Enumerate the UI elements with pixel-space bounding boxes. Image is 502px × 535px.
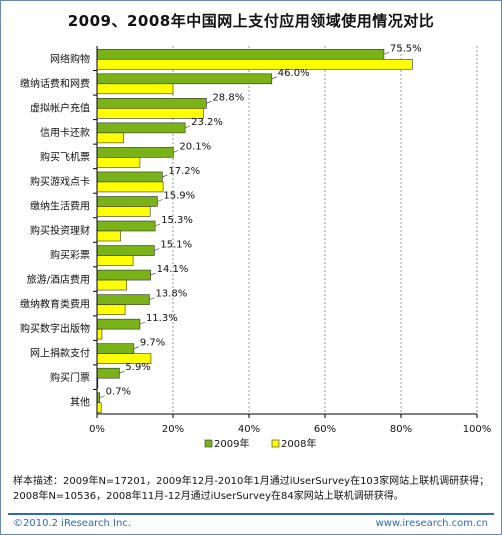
bar-2008 (96, 132, 124, 144)
data-label-leader (157, 199, 163, 202)
bar-2009 (96, 171, 163, 183)
chart-title: 2009、2008年中国网上支付应用领域使用情况对比 (67, 12, 435, 30)
data-label: 5.9% (125, 362, 150, 373)
legend-label-2009: 2009年 (214, 437, 249, 450)
legend-label-2008: 2008年 (281, 437, 316, 450)
category-label: 缴纳教育类费用 (20, 298, 90, 311)
x-tick-label: 100% (463, 424, 492, 435)
category-label: 缴纳生活费用 (30, 199, 90, 212)
bar-2009 (96, 48, 385, 60)
bar-2009 (96, 245, 155, 256)
x-tick-label: 60% (314, 424, 336, 435)
x-tick-label: 0% (89, 424, 105, 435)
data-label: 11.3% (146, 313, 178, 324)
category-label: 信用卡还款 (40, 126, 90, 139)
category-label: 购买投资理财 (30, 224, 90, 237)
bar-2008 (96, 230, 121, 242)
data-label-leader (162, 174, 168, 178)
data-label-leader (149, 297, 155, 300)
bar-2008 (96, 58, 413, 70)
data-label: 17.2% (168, 166, 200, 177)
bar-2008 (96, 206, 151, 217)
bar-2008 (96, 328, 103, 340)
bar-2009 (96, 269, 151, 281)
data-label: 46.0% (278, 68, 310, 79)
bar-2008 (96, 402, 102, 414)
legend: 2009年 2008年 (204, 437, 316, 450)
data-label: 15.9% (163, 190, 195, 201)
data-label-leader (150, 272, 156, 276)
bar-2009 (96, 196, 158, 207)
data-label-leader (99, 395, 105, 399)
labels: 0% 20% 40% 60% 80% 100% 网络购物 75.5% 缴纳话费和网费 46.0% 虚… (20, 43, 491, 435)
data-label-leader (154, 248, 160, 251)
category-label: 购买彩票 (50, 249, 90, 262)
category-label: 旅游/酒店费用 (27, 273, 90, 286)
category-label: 购买游戏点卡 (30, 175, 90, 188)
category-label: 缴纳话费和网费 (20, 77, 90, 90)
copyright-text: ©2010.2 iResearch Inc. (13, 518, 131, 529)
bar-2008 (96, 108, 204, 119)
data-label-leader (139, 321, 146, 325)
bar-2009 (96, 98, 207, 109)
data-label-leader (271, 76, 277, 80)
x-tick-label: 20% (162, 424, 184, 435)
sample-notes: 样本描述：2009年N=17201，2009年12月-2010年1月通过iUse… (13, 474, 493, 504)
legend-swatch-2008 (271, 439, 280, 448)
website-link[interactable]: www.iresearch.com.cn (375, 518, 488, 529)
category-label: 购买门票 (50, 371, 90, 384)
category-label: 网上捐款支付 (30, 347, 90, 360)
data-label: 13.8% (155, 289, 187, 300)
bar-2009 (96, 318, 141, 330)
bar-2008 (96, 157, 141, 168)
data-label: 9.7% (140, 338, 165, 349)
category-label: 购买数字出版物 (20, 322, 90, 335)
sample-note-2009: 样本描述：2009年N=17201，2009年12月-2010年1月通过iUse… (13, 476, 490, 487)
data-label: 20.1% (179, 141, 211, 152)
data-label: 0.7% (106, 387, 131, 398)
bar-2009 (96, 220, 156, 232)
category-label: 虚拟帐户充值 (30, 101, 90, 114)
category-label: 网络购物 (50, 52, 90, 65)
data-label: 23.2% (191, 117, 223, 128)
bar-2008 (96, 83, 174, 95)
bar-2009 (96, 294, 150, 305)
data-label-leader (119, 370, 125, 374)
bar-2008 (96, 255, 134, 266)
data-label: 75.5% (390, 43, 422, 54)
bar-chart: 0% 20% 40% 60% 80% 100% 网络购物 75.5% 缴纳话费和网费 46.0% 虚… (20, 43, 491, 450)
data-label-leader (155, 223, 161, 227)
data-label-leader (383, 51, 390, 55)
bar-2009 (96, 367, 120, 379)
data-label-leader (133, 346, 139, 349)
bar-2009 (96, 147, 174, 158)
bar-2008 (96, 181, 164, 193)
x-tick-label: 40% (238, 424, 260, 435)
legend-swatch-2009 (204, 439, 213, 448)
data-label: 15.1% (160, 240, 192, 251)
category-label: 购买飞机票 (40, 150, 90, 163)
bar-2008 (96, 279, 127, 291)
bar-2008 (96, 304, 126, 315)
bar-2009 (96, 343, 135, 354)
bar-2009 (96, 73, 273, 85)
bar-2009 (96, 122, 186, 134)
data-label: 28.8% (212, 92, 244, 103)
category-label: 其他 (70, 396, 90, 409)
data-label: 14.1% (157, 264, 189, 275)
data-label-leader (206, 101, 212, 104)
footer-divider (8, 513, 494, 515)
data-label: 15.3% (161, 215, 193, 226)
x-tick-label: 80% (390, 424, 412, 435)
bars (96, 48, 413, 414)
axes (93, 46, 478, 418)
data-label-leader (185, 125, 191, 129)
data-label-leader (173, 150, 179, 153)
sample-note-2008: 2008年N=10536，2008年11月-12月通过iUserSurvey在8… (13, 491, 404, 502)
